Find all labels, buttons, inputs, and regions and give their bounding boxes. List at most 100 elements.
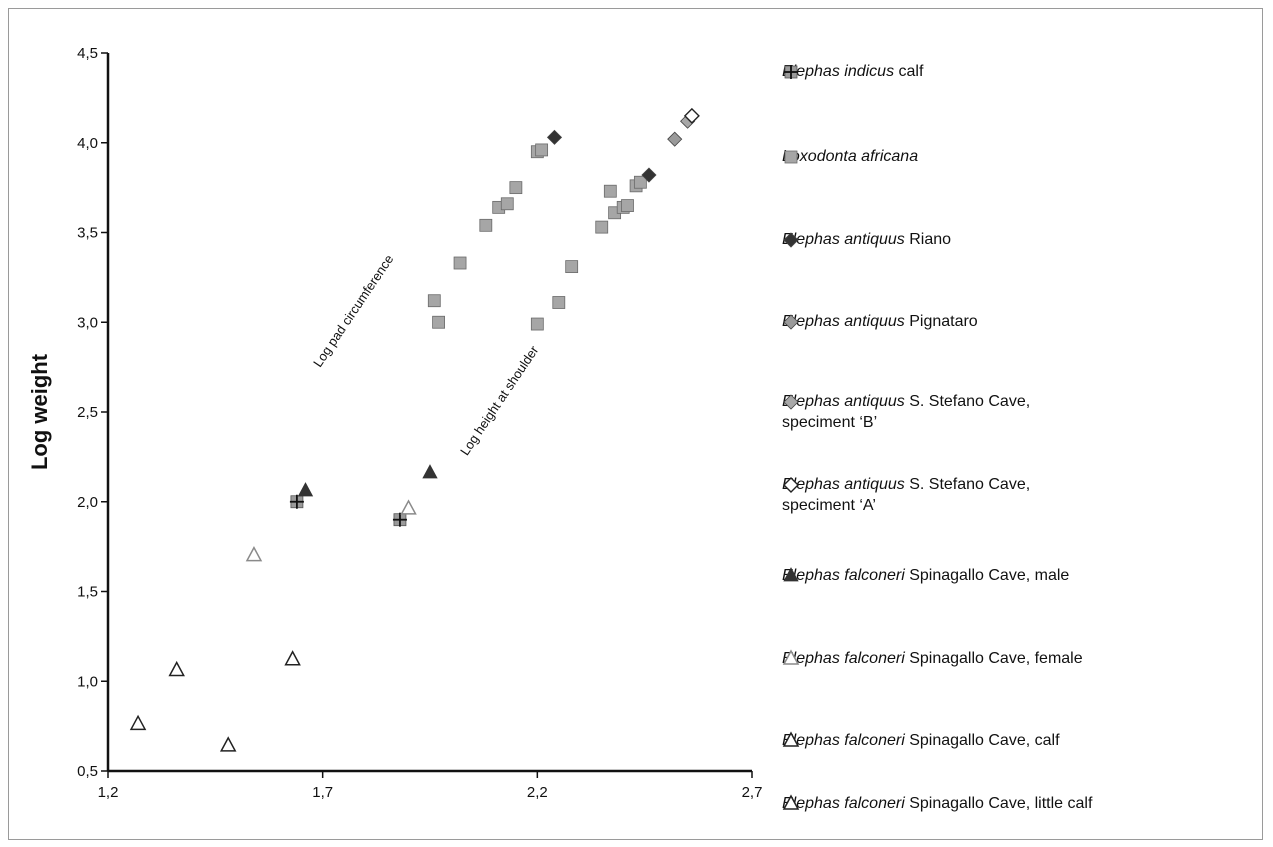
data-point — [297, 482, 314, 497]
data-point — [453, 256, 467, 270]
legend-species: Elephas falconeri — [782, 732, 905, 749]
y-axis-label: Log weight — [27, 353, 52, 470]
legend-species: Elephas falconeri — [782, 650, 905, 667]
legend-marker-icon — [783, 232, 799, 248]
legend-label: Elephas falconeri Spinagallo Cave, femal… — [782, 648, 1083, 669]
data-point — [479, 218, 493, 232]
legend-species: Elephas falconeri — [782, 567, 905, 584]
legend-species: Elephas antiquus — [782, 393, 905, 410]
legend-species: Elephas antiquus — [782, 231, 905, 248]
legend-item: Elephas falconeri Spinagallo Cave, male — [782, 565, 1069, 586]
legend-detail: Spinagallo Cave, female — [904, 650, 1083, 667]
legend-detail: Pignataro — [904, 313, 978, 330]
x-ticks: 1,2 1,7 2,2 2,7 — [98, 771, 763, 801]
legend-marker — [782, 649, 800, 665]
legend-label: Elephas indicus calf — [782, 61, 923, 82]
chart-frame — [8, 8, 1263, 840]
legend-detail: Spinagallo Cave, calf — [904, 732, 1060, 749]
legend-marker-icon — [783, 394, 799, 410]
legend-marker-icon — [783, 314, 799, 330]
data-point — [565, 260, 579, 274]
legend-item: Elephas antiquus S. Stefano Cave, specim… — [782, 474, 1030, 516]
annotations: Log pad circumference Log height at shoul… — [310, 252, 542, 458]
legend-detail: S. Stefano Cave, speciment ‘B’ — [782, 393, 1031, 431]
legend-marker-icon — [784, 150, 798, 164]
data-point — [535, 143, 549, 157]
legend-marker — [784, 150, 798, 164]
legend-label: Elephas antiquus S. Stefano Cave, specim… — [782, 474, 1030, 516]
data-point — [245, 546, 263, 562]
data-points — [129, 107, 700, 752]
legend-marker — [782, 731, 800, 747]
legend-label: Loxodonta africana — [782, 146, 918, 167]
y-tick-label: 4,5 — [77, 45, 98, 62]
x-tick-label: 1,7 — [312, 784, 333, 801]
y-tick-label: 1,0 — [77, 673, 98, 690]
data-point — [129, 714, 147, 731]
y-tick-label: 3,5 — [77, 225, 98, 242]
legend-marker — [782, 794, 800, 810]
data-point — [641, 167, 657, 183]
data-point — [168, 660, 185, 677]
y-tick-label: 2,5 — [77, 404, 98, 421]
y-tick-label: 3,0 — [77, 314, 98, 331]
legend-label: Elephas antiquus Riano — [782, 229, 951, 250]
legend-species: Elephas falconeri — [782, 795, 905, 812]
data-point — [595, 220, 609, 234]
data-point — [546, 129, 563, 145]
y-tick-label: 1,5 — [77, 584, 98, 601]
scatter-plot: 0,5 1,0 1,5 2,0 2,5 3,0 3,5 4,0 4,5 1,2 1,7 2,2 2,7… — [27, 45, 763, 801]
legend-detail: S. Stefano Cave, speciment ‘A’ — [782, 476, 1031, 514]
data-point — [667, 131, 683, 147]
legend-species: Elephas antiquus — [782, 476, 905, 493]
data-point — [422, 464, 438, 479]
legend-detail: Spinagallo Cave, male — [904, 567, 1070, 584]
legend-marker-icon — [782, 731, 800, 747]
data-point — [603, 184, 617, 198]
legend-marker — [784, 65, 798, 79]
data-point — [621, 199, 634, 212]
data-point — [284, 650, 301, 666]
data-point — [289, 494, 304, 509]
data-point — [432, 315, 445, 329]
legend-marker-icon — [783, 567, 799, 582]
legend-item: Elephas falconeri Spinagallo Cave, calf — [782, 730, 1060, 751]
legend-item: Elephas antiquus Riano — [782, 229, 951, 250]
data-point — [509, 181, 523, 195]
data-point — [219, 736, 237, 752]
legend-marker-icon — [782, 649, 800, 665]
legend-marker-icon — [784, 65, 798, 79]
x-tick-label: 2,7 — [742, 784, 763, 801]
data-point — [400, 499, 417, 515]
y-tick-label: 0,5 — [77, 763, 98, 780]
legend-label: Elephas falconeri Spinagallo Cave, male — [782, 565, 1069, 586]
legend-marker — [783, 477, 799, 493]
data-point — [427, 294, 441, 308]
data-point — [500, 197, 514, 211]
legend-marker-icon — [783, 477, 799, 493]
legend-marker-icon — [782, 794, 800, 810]
legend-item: Loxodonta africana — [782, 146, 918, 167]
legend-item: Elephas falconeri Spinagallo Cave, littl… — [782, 793, 1092, 814]
legend-item: Elephas antiquus Pignataro — [782, 311, 978, 332]
legend-item: Elephas antiquus S. Stefano Cave, specim… — [782, 391, 1030, 433]
y-tick-label: 4,0 — [77, 135, 98, 152]
legend-label: Elephas antiquus S. Stefano Cave, specim… — [782, 391, 1030, 433]
annotation-label: Log pad circumference — [310, 252, 396, 370]
x-tick-label: 1,2 — [98, 784, 119, 801]
data-point — [683, 107, 700, 124]
legend: Elephas indicus calf Loxodonta africana El… — [782, 0, 1262, 847]
x-tick-label: 2,2 — [527, 784, 548, 801]
legend-label: Elephas falconeri Spinagallo Cave, calf — [782, 730, 1060, 751]
annotation-label: Log height at shoulder — [457, 342, 542, 458]
legend-marker — [783, 314, 799, 330]
y-tick-label: 2,0 — [77, 494, 98, 511]
legend-detail: calf — [894, 63, 924, 80]
legend-item: Elephas falconeri Spinagallo Cave, femal… — [782, 648, 1083, 669]
legend-label: Elephas antiquus Pignataro — [782, 311, 978, 332]
y-ticks: 0,5 1,0 1,5 2,0 2,5 3,0 3,5 4,0 4,5 — [77, 45, 108, 780]
legend-label: Elephas falconeri Spinagallo Cave, littl… — [782, 793, 1092, 814]
data-point — [530, 317, 544, 331]
legend-detail: Riano — [904, 231, 952, 248]
legend-species: Elephas antiquus — [782, 313, 905, 330]
